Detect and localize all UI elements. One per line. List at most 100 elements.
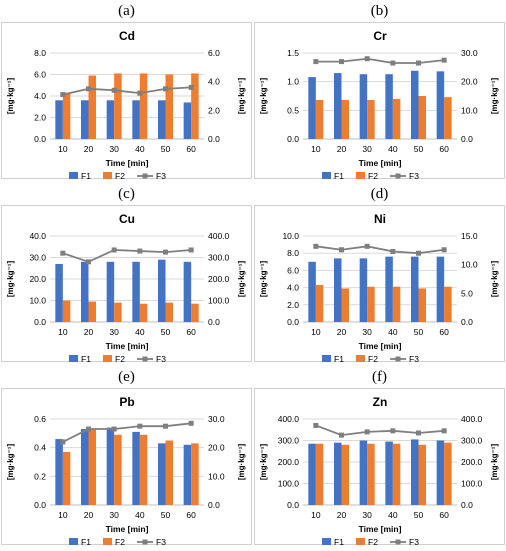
x-tick-label: 50 xyxy=(414,327,424,337)
line-f3 xyxy=(62,86,192,96)
x-axis-label: Time [min] xyxy=(106,524,149,534)
legend-marker-f3 xyxy=(395,173,401,179)
chart-svg: Cd 0.0 2.0 4.0 6.0 8.0 0.0 2.0 4.0 6.0 [mg·kg⁻¹] [m… xyxy=(6,29,246,181)
legend-label: F3 xyxy=(156,171,166,180)
x-tick-label: 30 xyxy=(362,144,372,154)
y-tick-label: 4.0 xyxy=(287,283,299,293)
y-tick-label: 0.6 xyxy=(34,414,46,424)
bar-f2 xyxy=(392,286,401,322)
legend-swatch-f2 xyxy=(103,538,112,545)
x-tick-label: 10 xyxy=(311,327,321,337)
panel-letter: (d) xyxy=(370,186,389,202)
y2-axis-label: [mg·kg⁻¹] xyxy=(490,261,499,298)
line-f3 xyxy=(315,424,445,437)
bar-f1 xyxy=(106,427,115,505)
legend-label: F3 xyxy=(156,354,166,363)
bar-f1 xyxy=(106,100,115,139)
legend-label: F2 xyxy=(115,537,125,546)
y2-tick-label: 200.0 xyxy=(208,274,230,284)
panel-letter: (c) xyxy=(118,186,135,202)
x-tick-label: 20 xyxy=(84,144,94,154)
y2-tick-label: 0.0 xyxy=(208,500,220,510)
x-axis-label: Time [min] xyxy=(106,341,149,351)
legend-swatch-f2 xyxy=(356,172,365,179)
bar-f2 xyxy=(88,301,96,322)
point-f3 xyxy=(313,59,319,65)
bar-f2 xyxy=(88,75,96,139)
legend-label: F1 xyxy=(334,537,344,546)
y2-tick-label: 4.0 xyxy=(208,77,220,87)
legend-swatch-f1 xyxy=(322,538,331,545)
bar-f2 xyxy=(367,286,375,322)
legend-marker-f3 xyxy=(395,539,401,545)
bar-f1 xyxy=(183,261,192,322)
point-f3 xyxy=(441,57,447,63)
point-f3 xyxy=(86,259,91,265)
chart-box: Cu 0.0 10.0 20.0 30.0 40.0 0.0 100.0 200.0 300.0 4… xyxy=(1,205,252,364)
chart-title: Cd xyxy=(119,29,135,43)
bar-f1 xyxy=(132,261,140,322)
bar-f2 xyxy=(315,285,324,322)
line-f3 xyxy=(62,249,192,263)
y-tick-label: 300.0 xyxy=(278,436,300,446)
y-tick-label: 4.0 xyxy=(34,91,46,101)
y-tick-label: 0.0 xyxy=(287,500,299,510)
y-tick-label: 200.0 xyxy=(278,457,300,467)
y2-tick-label: 400.0 xyxy=(461,414,483,424)
legend-label: F3 xyxy=(409,354,419,363)
point-f3 xyxy=(339,247,344,253)
bar-f2 xyxy=(165,440,173,505)
y2-tick-label: 200.0 xyxy=(461,457,483,467)
x-tick-label: 60 xyxy=(439,144,449,154)
bar-f2 xyxy=(191,73,199,139)
point-f3 xyxy=(188,247,194,253)
y2-tick-label: 400.0 xyxy=(208,231,230,241)
y2-tick-label: 10.0 xyxy=(208,471,225,481)
y2-tick-label: 30.0 xyxy=(208,414,225,424)
legend-label: F2 xyxy=(368,537,378,546)
point-f3 xyxy=(137,90,143,96)
legend-label: F2 xyxy=(368,171,378,180)
bar-f2 xyxy=(139,303,148,322)
legend-marker-f3 xyxy=(142,173,148,179)
y2-axis-label: [mg·kg⁻¹] xyxy=(237,444,246,481)
x-tick-label: 50 xyxy=(161,510,171,520)
y2-tick-label: 100.0 xyxy=(461,479,483,489)
bar-f1 xyxy=(55,439,63,505)
y2-tick-label: 0.0 xyxy=(461,134,473,144)
line-f3 xyxy=(62,422,192,443)
y-tick-label: 30.0 xyxy=(29,253,46,263)
bar-f1 xyxy=(385,441,393,505)
point-f3 xyxy=(188,420,194,426)
bar-f1 xyxy=(55,100,63,139)
x-tick-label: 40 xyxy=(388,327,398,337)
legend-label: F1 xyxy=(334,354,344,363)
legend-swatch-f2 xyxy=(103,172,112,179)
bar-f2 xyxy=(418,96,426,139)
chart-box: Ni 0.0 2.0 4.0 6.0 8.0 10.0 0.0 5.0 10.0 15.0 [mg·k… xyxy=(254,205,505,364)
legend-swatch-f2 xyxy=(356,355,365,362)
bar-f2 xyxy=(444,97,452,139)
chart-title: Cu xyxy=(119,212,135,226)
bar-f1 xyxy=(81,429,89,505)
y2-tick-label: 300.0 xyxy=(461,436,483,446)
y2-tick-label: 30.0 xyxy=(461,48,478,58)
x-tick-label: 20 xyxy=(337,327,347,337)
bar-f1 xyxy=(334,73,342,139)
point-f3 xyxy=(416,430,421,436)
chart-svg: Pb 0.0 0.2 0.4 0.6 0.0 10.0 20.0 30.0 [mg·kg⁻¹] [m… xyxy=(6,395,246,547)
x-tick-label: 20 xyxy=(84,510,94,520)
bar-f2 xyxy=(191,303,199,322)
legend-swatch-f1 xyxy=(69,355,78,362)
x-tick-label: 20 xyxy=(337,510,347,520)
chart-box: Cd 0.0 2.0 4.0 6.0 8.0 0.0 2.0 4.0 6.0 [mg·kg⁻¹] [m… xyxy=(1,22,252,181)
bar-f2 xyxy=(165,302,173,322)
bar-f2 xyxy=(341,100,349,139)
chart-panel-cd: (a) Cd 0.0 2.0 4.0 6.0 8.0 0.0 2.0 4.0 6.0 [mg·kg⁻¹… xyxy=(0,0,253,183)
y-axis-label: [mg·kg⁻¹] xyxy=(6,444,15,481)
y2-tick-label: 300.0 xyxy=(208,253,230,263)
legend-swatch-f2 xyxy=(103,355,112,362)
bar-f1 xyxy=(308,443,316,505)
bar-f1 xyxy=(132,431,140,505)
y2-axis-label: [mg·kg⁻¹] xyxy=(490,78,499,115)
